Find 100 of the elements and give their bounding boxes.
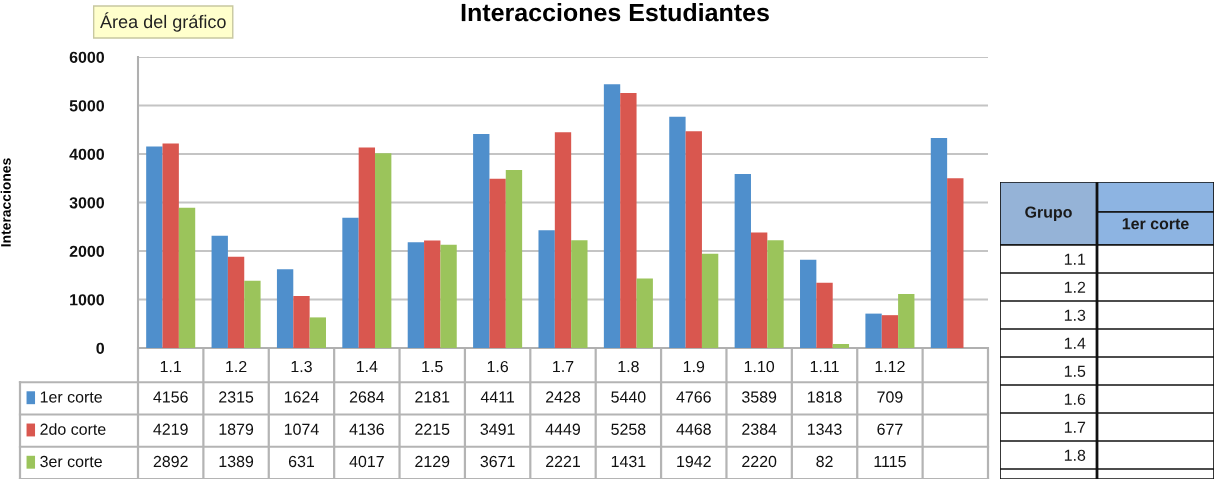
data-label: 1431 (611, 455, 646, 468)
bar (816, 282, 833, 348)
data-label: 1074 (284, 423, 319, 435)
y-tick-label: 1.4 (1064, 337, 1086, 349)
bar (571, 240, 588, 348)
chart-title: Interacciones Estudiantes (461, 3, 769, 22)
data-label: 631 (288, 455, 315, 468)
data-label: 4219 (153, 423, 188, 435)
y-tick-label: 3000 (69, 197, 105, 209)
data-label: 4156 (153, 391, 188, 403)
data-label: 1879 (219, 423, 254, 435)
x-tick-label: 1.11 (810, 361, 839, 373)
legend-label: 2do corte (40, 423, 106, 435)
y-tick-label: 1.1 (1064, 253, 1086, 265)
bar (293, 295, 310, 348)
x-tick-label: 1.4 (356, 361, 378, 373)
bar (473, 134, 490, 348)
y-tick-label: 1.6 (1064, 393, 1086, 405)
data-label: 2129 (415, 455, 450, 468)
bar (276, 269, 294, 348)
bar (865, 313, 882, 348)
y-tick-label: 1000 (70, 294, 105, 306)
data-label: 2384 (742, 423, 777, 435)
bar (881, 315, 899, 348)
bar (603, 84, 621, 348)
y-tick-label: 1.3 (1064, 309, 1086, 321)
bar (505, 169, 523, 348)
bar (211, 235, 228, 348)
data-label: 4411 (480, 391, 515, 403)
data-label: 2215 (415, 423, 450, 435)
bar (554, 132, 572, 348)
y-axis-title: Interacciones (0, 158, 11, 247)
x-tick-label: 1.3 (291, 360, 312, 373)
bar (538, 230, 555, 348)
data-label: 2315 (219, 391, 254, 403)
data-label: 1389 (219, 455, 254, 468)
data-label: 4766 (676, 391, 711, 403)
data-label: 2892 (153, 455, 188, 468)
data-label: 2220 (742, 455, 777, 468)
bar (620, 92, 637, 348)
bar (375, 153, 392, 348)
x-tick-label: 1.2 (226, 360, 247, 373)
bar (750, 232, 768, 348)
x-tick-label: 1.6 (487, 360, 509, 373)
bar (162, 143, 179, 348)
data-label: 2428 (546, 391, 581, 403)
bar (227, 256, 245, 348)
bar (930, 137, 948, 348)
bar (244, 280, 261, 348)
bar (178, 207, 196, 348)
bar (146, 146, 163, 348)
data-label: 4468 (676, 423, 711, 435)
data-label: 1942 (677, 455, 711, 468)
y-tick-label: 1.8 (1064, 449, 1086, 461)
legend-label: 3er corte (40, 455, 102, 468)
y-tick-label: 6000 (69, 51, 105, 63)
bar (636, 278, 653, 348)
data-label: 5440 (611, 391, 646, 403)
y-tick-label: 4000 (69, 148, 105, 160)
y-tick-label: 2000 (69, 245, 105, 257)
bar (685, 131, 702, 348)
bar (489, 178, 506, 348)
x-tick-label: 1.1 (160, 361, 182, 373)
y-tick-label: 1.7 (1064, 421, 1086, 433)
bar (832, 344, 850, 348)
data-label: 3671 (480, 455, 515, 468)
data-label: 1818 (807, 391, 842, 403)
x-tick-label: 1.10 (744, 360, 775, 373)
bar (701, 253, 719, 348)
bar (734, 173, 751, 348)
data-label: 82 (816, 455, 833, 468)
data-label: 3589 (742, 391, 777, 403)
y-tick-label: 5000 (69, 100, 105, 112)
data-label: 2221 (546, 455, 580, 468)
data-label: 709 (877, 391, 903, 403)
bar (669, 116, 686, 348)
bar (800, 259, 817, 348)
data-label: 3491 (480, 423, 515, 435)
bar (440, 244, 457, 348)
y-tick-label: 1.2 (1064, 281, 1086, 293)
bar (947, 178, 964, 348)
data-label: 5258 (611, 423, 646, 435)
bar (309, 317, 326, 348)
data-label: 2181 (415, 391, 450, 403)
bar (342, 217, 359, 348)
x-tick-label: 1.12 (875, 360, 905, 373)
data-label: 4136 (349, 423, 384, 435)
y-tick-label: 0 (96, 342, 105, 354)
data-label: 4017 (349, 455, 384, 468)
x-tick-label: 1.5 (422, 361, 443, 373)
text: Área del gráfico (100, 12, 226, 32)
x-tick-label: 1.8 (618, 360, 639, 373)
y-axis-title: Grupo (1025, 206, 1072, 221)
x-tick-label: 1.9 (683, 360, 705, 373)
data-label: 677 (877, 423, 903, 435)
data-label: 1624 (284, 391, 319, 403)
data-label: 2684 (349, 391, 385, 403)
bar (407, 242, 425, 348)
data-label: 4449 (545, 423, 581, 435)
bar (898, 293, 915, 348)
